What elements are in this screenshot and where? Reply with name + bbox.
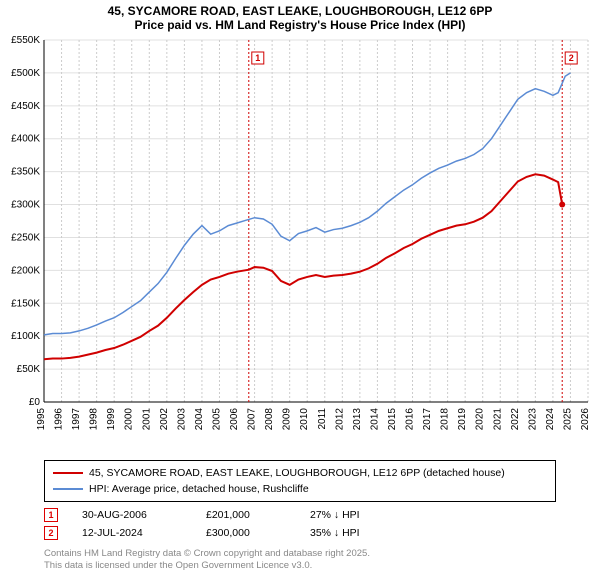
legend-swatch bbox=[53, 488, 83, 490]
y-tick-label: £450K bbox=[11, 101, 40, 112]
y-tick-label: £200K bbox=[11, 265, 40, 276]
title-line-2: Price paid vs. HM Land Registry's House … bbox=[0, 18, 600, 32]
y-tick-label: £400K bbox=[11, 134, 40, 145]
x-tick-label: 2021 bbox=[492, 408, 503, 431]
legend-swatch bbox=[53, 472, 83, 474]
marker-row: 1 30-AUG-2006 £201,000 27% ↓ HPI bbox=[44, 506, 556, 524]
marker-badge: 1 bbox=[44, 508, 58, 522]
x-tick-label: 2010 bbox=[299, 408, 310, 431]
chart-container: 45, SYCAMORE ROAD, EAST LEAKE, LOUGHBORO… bbox=[0, 0, 600, 573]
x-tick-label: 2002 bbox=[159, 408, 170, 431]
x-tick-label: 2023 bbox=[527, 408, 538, 431]
legend-label: HPI: Average price, detached house, Rush… bbox=[89, 483, 309, 495]
marker-price: £201,000 bbox=[206, 509, 286, 521]
series-price_paid bbox=[44, 174, 562, 359]
legend-label: 45, SYCAMORE ROAD, EAST LEAKE, LOUGHBORO… bbox=[89, 467, 505, 479]
x-tick-label: 2024 bbox=[545, 408, 556, 431]
chart-area: £0 £50K £100K £150K £200K £250K £300K £350K £400… bbox=[0, 34, 600, 454]
x-tick-label: 2003 bbox=[176, 408, 187, 431]
x-tick-label: 2022 bbox=[510, 408, 521, 431]
x-tick-label: 2006 bbox=[229, 408, 240, 431]
y-tick-label: £300K bbox=[11, 200, 40, 211]
title-block: 45, SYCAMORE ROAD, EAST LEAKE, LOUGHBORO… bbox=[0, 0, 600, 34]
x-tick-label: 2017 bbox=[422, 408, 433, 431]
x-tick-label: 2005 bbox=[211, 408, 222, 431]
x-tick-label: 2014 bbox=[369, 408, 380, 431]
legend-box: 45, SYCAMORE ROAD, EAST LEAKE, LOUGHBORO… bbox=[44, 460, 556, 502]
y-tick-label: £350K bbox=[11, 167, 40, 178]
y-tick-label: £100K bbox=[11, 331, 40, 342]
x-tick-label: 2016 bbox=[405, 408, 416, 431]
x-tick-label: 2018 bbox=[440, 408, 451, 431]
x-tick-label: 2004 bbox=[194, 408, 205, 431]
x-tick-label: 2001 bbox=[141, 408, 152, 431]
x-tick-label: 2000 bbox=[124, 408, 135, 431]
marker-date: 30-AUG-2006 bbox=[82, 509, 182, 521]
x-tick-label: 2015 bbox=[387, 408, 398, 431]
legend-row: HPI: Average price, detached house, Rush… bbox=[53, 481, 547, 497]
title-line-1: 45, SYCAMORE ROAD, EAST LEAKE, LOUGHBORO… bbox=[0, 4, 600, 18]
x-tick-label: 2009 bbox=[282, 408, 293, 431]
x-tick-label: 1995 bbox=[36, 408, 47, 431]
series-end-marker bbox=[559, 202, 565, 208]
x-tick-label: 1996 bbox=[54, 408, 65, 431]
x-tick-label: 1999 bbox=[106, 408, 117, 431]
y-tick-label: £250K bbox=[11, 232, 40, 243]
y-tick-label: £150K bbox=[11, 298, 40, 309]
x-tick-label: 2011 bbox=[317, 408, 328, 430]
marker-row: 2 12-JUL-2024 £300,000 35% ↓ HPI bbox=[44, 524, 556, 542]
footer-line-2: This data is licensed under the Open Gov… bbox=[44, 560, 556, 572]
chart-svg: £0 £50K £100K £150K £200K £250K £300K £350K £400… bbox=[0, 34, 600, 454]
marker-diff: 35% ↓ HPI bbox=[310, 527, 400, 539]
y-tick-label: £500K bbox=[11, 68, 40, 79]
marker-price: £300,000 bbox=[206, 527, 286, 539]
y-tick-label: £50K bbox=[17, 364, 41, 375]
legend-row: 45, SYCAMORE ROAD, EAST LEAKE, LOUGHBORO… bbox=[53, 465, 547, 481]
y-tick-label: £550K bbox=[11, 35, 40, 46]
x-tick-label: 1997 bbox=[71, 408, 82, 431]
x-tick-label: 2025 bbox=[562, 408, 573, 431]
marker-badge: 2 bbox=[44, 526, 58, 540]
event-badge-label: 1 bbox=[255, 53, 260, 63]
x-tick-label: 2019 bbox=[457, 408, 468, 431]
x-tick-label: 2026 bbox=[580, 408, 591, 431]
footer-line-1: Contains HM Land Registry data © Crown c… bbox=[44, 548, 556, 560]
x-tick-label: 2008 bbox=[264, 408, 275, 431]
x-tick-label: 1998 bbox=[89, 408, 100, 431]
marker-diff: 27% ↓ HPI bbox=[310, 509, 400, 521]
marker-date: 12-JUL-2024 bbox=[82, 527, 182, 539]
x-tick-label: 2007 bbox=[247, 408, 258, 431]
y-tick-label: £0 bbox=[29, 397, 41, 408]
x-tick-label: 2013 bbox=[352, 408, 363, 431]
event-badge-label: 2 bbox=[569, 53, 574, 63]
footer: Contains HM Land Registry data © Crown c… bbox=[44, 548, 556, 573]
markers-table: 1 30-AUG-2006 £201,000 27% ↓ HPI 2 12-JUL-202… bbox=[44, 506, 556, 542]
x-tick-label: 2012 bbox=[334, 408, 345, 431]
x-tick-label: 2020 bbox=[475, 408, 486, 431]
